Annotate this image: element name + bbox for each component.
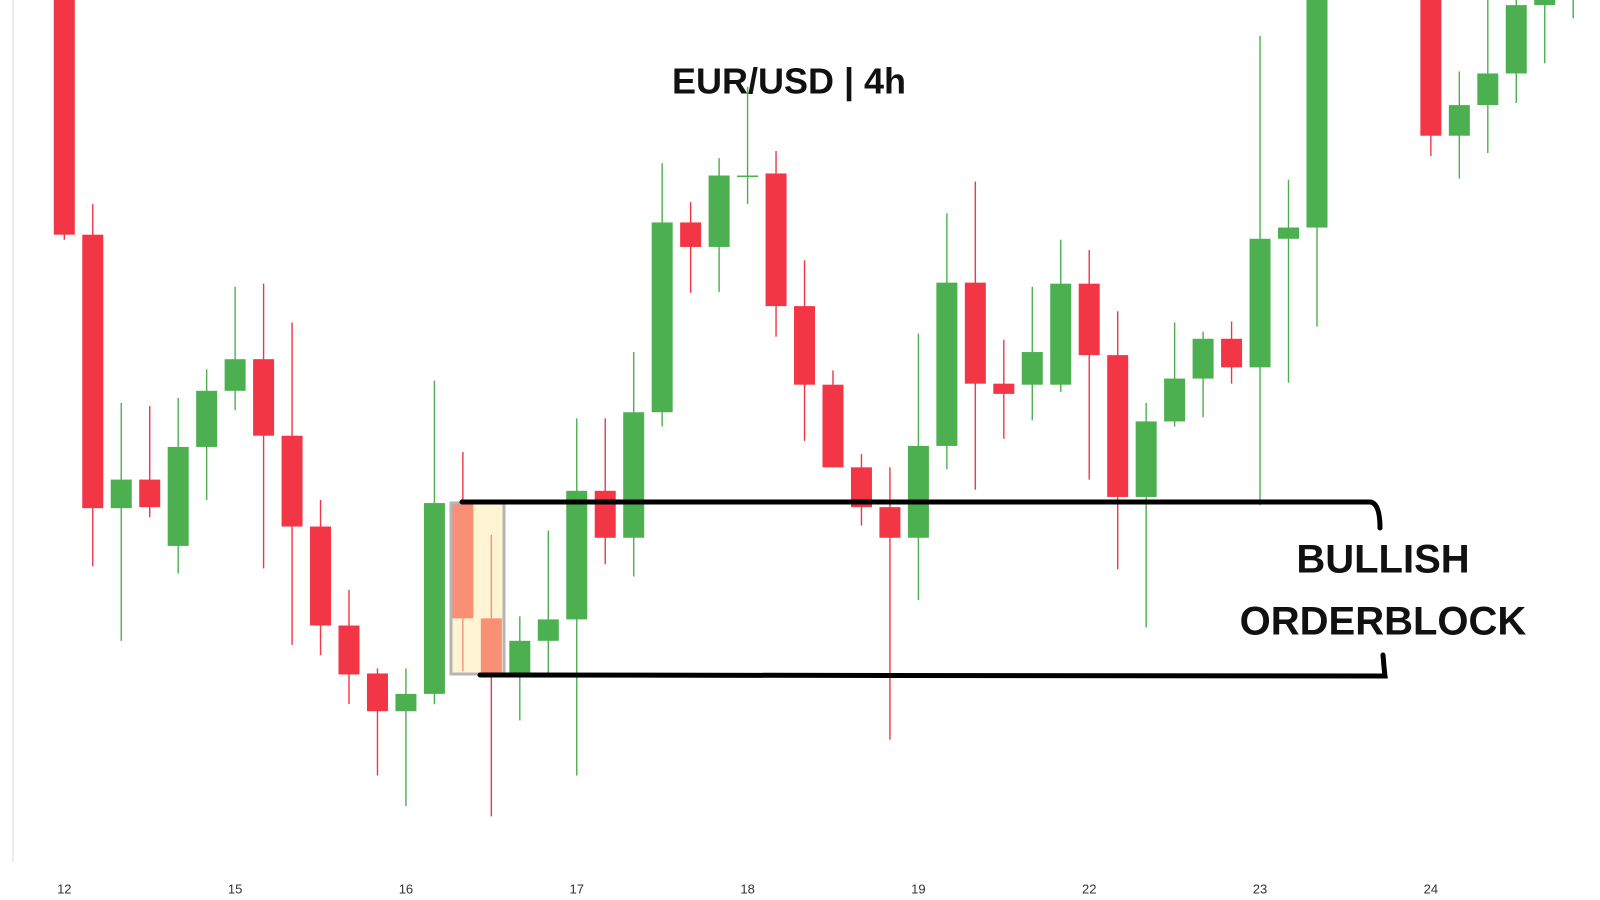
candle-body	[1107, 355, 1129, 497]
candle-body	[794, 306, 816, 385]
annotation: ORDERBLOCK	[1240, 600, 1527, 644]
x-tick-label: 24	[1424, 881, 1438, 896]
chart-title: EUR/USD | 4h	[672, 61, 906, 103]
candle-body	[53, 0, 75, 235]
candle-body	[1164, 378, 1186, 422]
x-tick-label: 22	[1082, 881, 1096, 896]
candles	[53, 0, 1574, 817]
candle-body	[1249, 238, 1271, 368]
annotation: BULLISH	[1296, 538, 1469, 582]
candle-body	[1192, 338, 1214, 379]
x-tick-label: 17	[570, 881, 584, 896]
candle-body	[936, 282, 958, 446]
candle-body	[310, 526, 332, 626]
x-tick-label: 15	[228, 881, 242, 896]
candle-body	[1534, 0, 1556, 6]
candle-body	[224, 359, 246, 391]
orderblock-highlight	[449, 501, 506, 676]
x-tick-label: 23	[1253, 881, 1267, 896]
candle-body	[395, 693, 417, 712]
candle-body	[566, 490, 588, 620]
candle-body	[1221, 338, 1243, 368]
candle-body	[1135, 421, 1157, 497]
candle-body	[594, 490, 616, 538]
candle-body	[281, 435, 303, 527]
candle-body	[1078, 283, 1100, 356]
candle-body	[765, 173, 787, 307]
candle-body	[623, 412, 645, 538]
candle-body	[338, 625, 360, 675]
candle-body	[1448, 105, 1470, 136]
candle-body	[1306, 0, 1328, 228]
candle-body	[993, 383, 1015, 394]
candle-body	[423, 503, 445, 694]
candle-body	[110, 479, 132, 509]
candle-body	[1050, 283, 1072, 385]
candle-body	[82, 234, 104, 509]
candle-body	[822, 384, 844, 468]
candle-body	[879, 507, 901, 538]
x-axis: 12 15 16 17 18 19 22 23 24	[57, 881, 1438, 896]
x-tick-label: 16	[399, 881, 413, 896]
candle-body	[139, 479, 161, 508]
candle-body	[253, 359, 275, 436]
candle-body	[850, 467, 872, 508]
candle-body	[167, 446, 189, 546]
candle-body	[651, 222, 673, 413]
candle-body	[708, 175, 730, 247]
candle-body	[1477, 73, 1499, 106]
orderblock-bottom-line	[477, 652, 1388, 679]
candle-body	[537, 619, 559, 641]
candle-body	[907, 445, 929, 538]
candle-body	[1505, 5, 1527, 74]
candle-body	[509, 640, 531, 674]
x-tick-label: 18	[740, 881, 754, 896]
candle-body	[737, 175, 759, 178]
x-tick-label: 12	[57, 881, 71, 896]
candle-body	[680, 222, 702, 247]
candle-body	[1420, 0, 1442, 136]
candle-body	[1278, 227, 1300, 239]
x-tick-label: 19	[911, 881, 925, 896]
orderblock-top-line	[459, 499, 1383, 531]
candle-body	[1021, 352, 1043, 385]
candle-body	[366, 673, 388, 712]
candle-body	[196, 390, 218, 447]
candle-body	[964, 282, 986, 384]
